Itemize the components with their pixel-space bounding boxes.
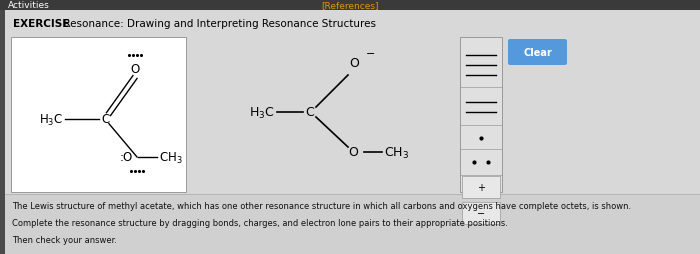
Text: +: + — [477, 182, 485, 192]
Text: CH$_3$: CH$_3$ — [384, 145, 409, 160]
Text: O: O — [349, 57, 359, 70]
Text: Clear: Clear — [523, 48, 552, 58]
Text: C: C — [101, 113, 109, 126]
Text: EXERCISE: EXERCISE — [13, 19, 69, 29]
Bar — [462, 176, 500, 198]
Text: H$_3$C: H$_3$C — [249, 105, 275, 120]
Text: :O: :O — [120, 151, 133, 164]
Text: [References]: [References] — [321, 1, 379, 10]
Bar — [10, 38, 186, 192]
Text: The Lewis structure of methyl acetate, which has one other resonance structure i: The Lewis structure of methyl acetate, w… — [13, 202, 631, 211]
Text: Then check your answer.: Then check your answer. — [13, 235, 118, 245]
Bar — [0, 0, 700, 11]
Text: H$_3$C: H$_3$C — [39, 112, 63, 127]
Bar — [460, 38, 502, 192]
FancyBboxPatch shape — [508, 40, 567, 66]
Text: Activities: Activities — [8, 1, 50, 10]
Bar — [4, 194, 700, 254]
Bar — [0, 11, 4, 254]
Text: Resonance: Drawing and Interpreting Resonance Structures: Resonance: Drawing and Interpreting Reso… — [57, 19, 375, 29]
Text: O: O — [348, 146, 358, 159]
Text: O: O — [130, 63, 139, 76]
Text: CH$_3$: CH$_3$ — [159, 150, 183, 165]
Bar — [462, 202, 500, 224]
Text: −: − — [366, 49, 375, 59]
Text: −: − — [477, 208, 485, 218]
Text: Complete the resonance structure by dragging bonds, charges, and electron lone p: Complete the resonance structure by drag… — [13, 219, 508, 228]
Text: C: C — [306, 106, 314, 119]
